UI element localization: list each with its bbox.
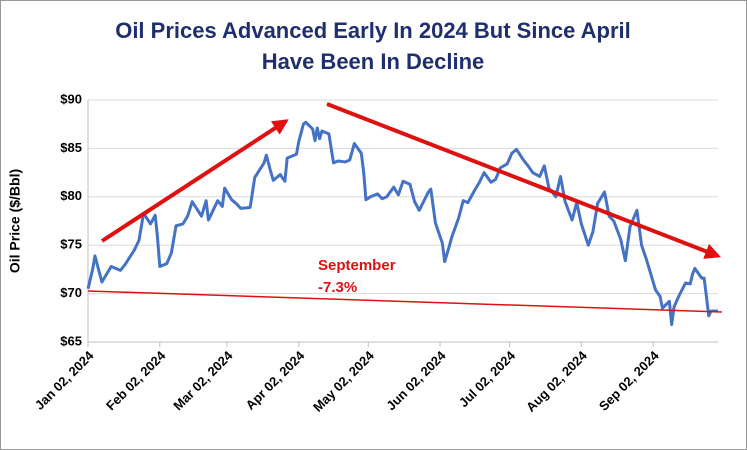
y-tick-label: $80 xyxy=(60,188,82,203)
annotation: -7.3% xyxy=(318,279,357,296)
y-tick-label: $85 xyxy=(60,140,82,155)
chart-title: Oil Prices Advanced Early In 2024 But Si… xyxy=(115,18,631,43)
chart-title: Have Been In Decline xyxy=(262,49,485,74)
y-tick-label: $75 xyxy=(60,237,82,252)
y-tick-label: $90 xyxy=(60,91,82,106)
annotation: September xyxy=(318,257,396,274)
y-tick-label: $70 xyxy=(60,285,82,300)
down-arrow xyxy=(326,102,721,259)
price-line xyxy=(86,120,718,327)
y-tick-label: $65 xyxy=(60,333,82,348)
trend-line xyxy=(87,290,723,313)
up-arrow xyxy=(100,119,289,243)
y-axis-label: Oil Price ($/Bbl) xyxy=(7,169,23,273)
